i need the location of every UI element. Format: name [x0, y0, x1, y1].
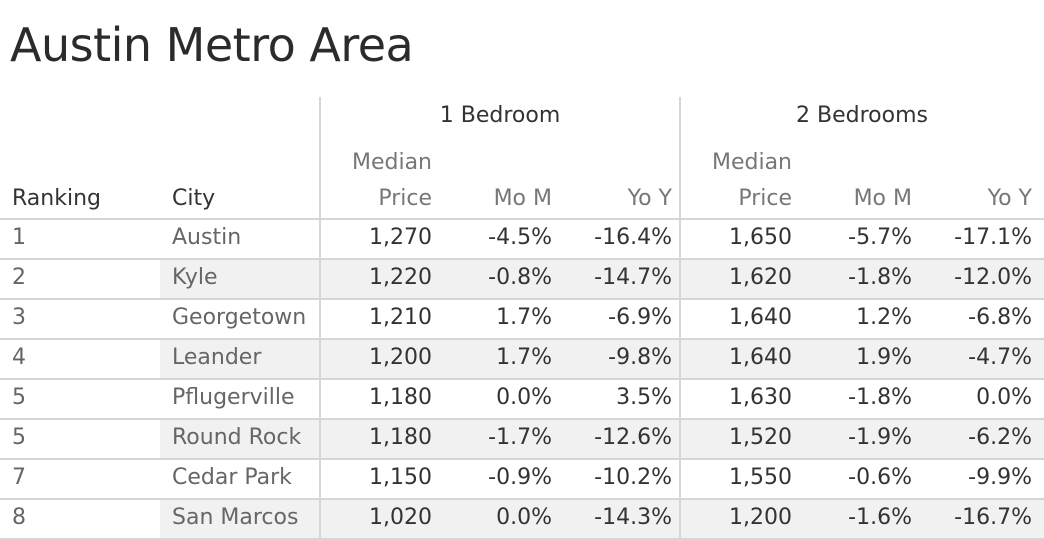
value-cell: 1,620	[729, 265, 792, 290]
value-cell: 1,150	[369, 465, 432, 490]
group-header: 2 Bedrooms	[796, 103, 928, 128]
value-cell: 1,200	[369, 345, 432, 370]
value-cell: -17.1%	[954, 225, 1032, 250]
value-cell: -10.2%	[594, 465, 672, 490]
ranking-cell: 8	[12, 505, 26, 530]
column-header: Yo Y	[627, 186, 672, 211]
ranking-cell: 3	[12, 305, 26, 330]
value-cell: 1,180	[369, 425, 432, 450]
ranking-cell: 2	[12, 265, 26, 290]
row-rule	[0, 338, 1044, 340]
value-cell: 1,630	[729, 385, 792, 410]
city-cell: Pflugerville	[172, 385, 295, 410]
value-cell: -9.9%	[968, 465, 1032, 490]
value-cell: -0.6%	[848, 465, 912, 490]
city-cell: San Marcos	[172, 505, 299, 530]
city-cell: Leander	[172, 345, 262, 370]
value-cell: -12.6%	[594, 425, 672, 450]
value-cell: -6.2%	[968, 425, 1032, 450]
value-cell: -1.8%	[848, 385, 912, 410]
value-cell: -1.8%	[848, 265, 912, 290]
row-rule	[0, 298, 1044, 300]
value-cell: 1,220	[369, 265, 432, 290]
group-divider	[679, 97, 681, 540]
value-cell: 1,650	[729, 225, 792, 250]
header-rule	[0, 218, 1044, 220]
value-cell: -6.9%	[608, 305, 672, 330]
value-cell: 0.0%	[976, 385, 1032, 410]
row-rule	[0, 458, 1044, 460]
value-cell: -9.8%	[608, 345, 672, 370]
column-header: Yo Y	[987, 186, 1032, 211]
value-cell: -14.7%	[594, 265, 672, 290]
row-rule	[0, 538, 1044, 540]
column-header: City	[172, 186, 216, 211]
value-cell: 1.2%	[856, 305, 912, 330]
value-cell: -5.7%	[848, 225, 912, 250]
row-rule	[0, 378, 1044, 380]
value-cell: -16.7%	[954, 505, 1032, 530]
value-cell: 0.0%	[496, 385, 552, 410]
city-cell: Round Rock	[172, 425, 302, 450]
value-cell: -1.7%	[488, 425, 552, 450]
value-cell: 1,640	[729, 305, 792, 330]
value-cell: -6.8%	[968, 305, 1032, 330]
city-cell: Cedar Park	[172, 465, 292, 490]
value-cell: -12.0%	[954, 265, 1032, 290]
value-cell: -4.7%	[968, 345, 1032, 370]
value-cell: 3.5%	[616, 385, 672, 410]
value-cell: 1,640	[729, 345, 792, 370]
ranking-cell: 1	[12, 225, 26, 250]
row-rule	[0, 498, 1044, 500]
ranking-cell: 5	[12, 425, 26, 450]
column-header: Mo M	[853, 186, 912, 211]
value-cell: 0.0%	[496, 505, 552, 530]
ranking-cell: 4	[12, 345, 26, 370]
value-cell: -4.5%	[488, 225, 552, 250]
value-cell: 1,270	[369, 225, 432, 250]
value-cell: 1,210	[369, 305, 432, 330]
value-cell: 1.7%	[496, 345, 552, 370]
row-band	[160, 260, 1044, 300]
value-cell: -16.4%	[594, 225, 672, 250]
row-band	[160, 340, 1044, 380]
value-cell: -1.6%	[848, 505, 912, 530]
group-header: 1 Bedroom	[439, 103, 561, 128]
row-rule	[0, 418, 1044, 420]
value-cell: 1,180	[369, 385, 432, 410]
value-cell: 1,550	[729, 465, 792, 490]
group-divider	[319, 97, 321, 540]
column-header: Ranking	[12, 186, 101, 211]
ranking-cell: 7	[12, 465, 26, 490]
value-cell: -0.8%	[488, 265, 552, 290]
column-header: Median	[351, 150, 432, 175]
city-cell: Georgetown	[172, 305, 307, 330]
column-header: Median	[711, 150, 792, 175]
value-cell: 1,020	[369, 505, 432, 530]
value-cell: -0.9%	[488, 465, 552, 490]
value-cell: 1,520	[729, 425, 792, 450]
ranking-cell: 5	[12, 385, 26, 410]
row-band	[160, 500, 1044, 540]
page-title: Austin Metro Area	[10, 18, 414, 72]
value-cell: 1,200	[729, 505, 792, 530]
column-header: Price	[378, 186, 432, 211]
value-cell: -14.3%	[594, 505, 672, 530]
city-cell: Kyle	[172, 265, 218, 290]
row-rule	[0, 258, 1044, 260]
value-cell: -1.9%	[848, 425, 912, 450]
value-cell: 1.7%	[496, 305, 552, 330]
column-header: Price	[738, 186, 792, 211]
row-band	[160, 420, 1044, 460]
column-header: Mo M	[493, 186, 552, 211]
value-cell: 1.9%	[856, 345, 912, 370]
city-cell: Austin	[172, 225, 242, 250]
